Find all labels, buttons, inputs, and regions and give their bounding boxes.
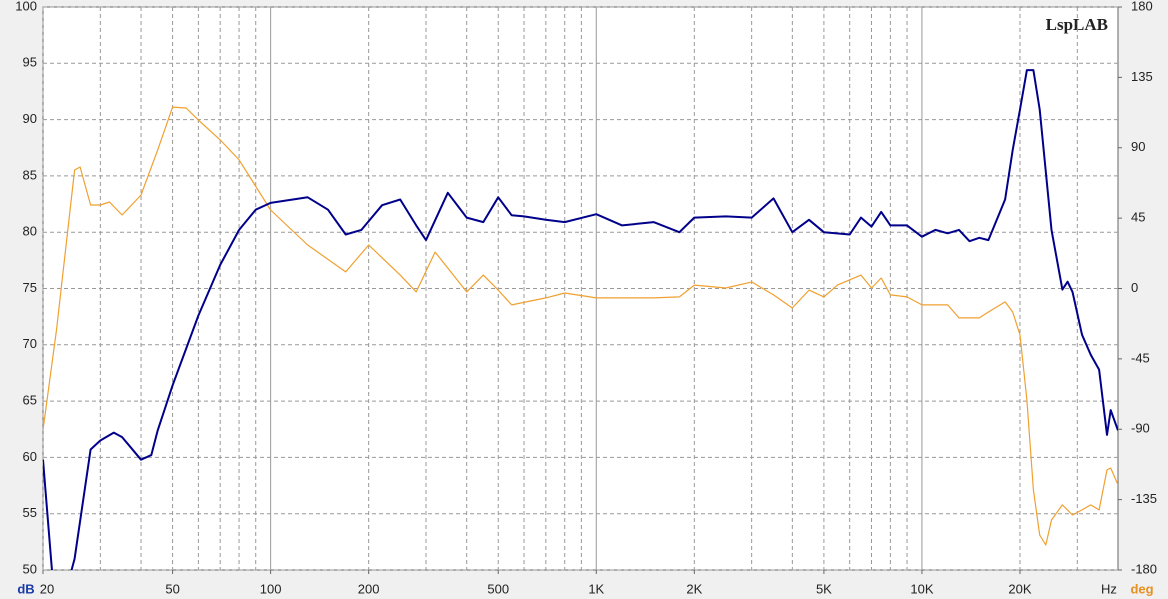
y-tick-label: 90 <box>23 111 37 126</box>
x-tick-label: 200 <box>358 581 380 596</box>
x-tick-label: 50 <box>165 581 179 596</box>
grid <box>42 6 1118 571</box>
y2-tick-label: 0 <box>1131 280 1138 295</box>
y-tick-label: 50 <box>23 561 37 576</box>
chart-title: LspLAB <box>1046 15 1108 34</box>
y-axis-label: dB <box>17 581 34 596</box>
plot-area <box>42 6 1119 571</box>
y2-axis-label: deg <box>1130 581 1153 596</box>
x-tick-label: 2K <box>686 581 702 596</box>
x-tick-label: 20K <box>1008 581 1031 596</box>
y-tick-label: 85 <box>23 167 37 182</box>
x-axis-label: Hz <box>1101 581 1117 596</box>
x-tick-label: 10K <box>910 581 933 596</box>
y2-tick-label: 90 <box>1131 139 1145 154</box>
x-tick-label: 5K <box>816 581 832 596</box>
y2-tick-label: 135 <box>1131 69 1153 84</box>
y-tick-label: 60 <box>23 449 37 464</box>
series-line <box>43 106 1118 546</box>
x-tick-label: 20 <box>40 581 54 596</box>
y-tick-label: 55 <box>23 505 37 520</box>
y-tick-label: 75 <box>23 280 37 295</box>
y-tick-label: 65 <box>23 393 37 408</box>
y-tick-label: 100 <box>15 0 37 13</box>
y2-tick-label: -45 <box>1131 350 1150 365</box>
series-line <box>43 69 1118 570</box>
x-tick-label: 100 <box>260 581 282 596</box>
y2-tick-label: -180 <box>1131 561 1157 576</box>
y2-tick-label: -135 <box>1131 491 1157 506</box>
y-tick-label: 70 <box>23 336 37 351</box>
y-tick-label: 80 <box>23 224 37 239</box>
y2-tick-label: 45 <box>1131 210 1145 225</box>
x-tick-label: 500 <box>487 581 509 596</box>
y2-tick-label: -90 <box>1131 421 1150 436</box>
y-tick-label: 95 <box>23 55 37 70</box>
x-tick-label: 1K <box>588 581 604 596</box>
y2-tick-label: 180 <box>1131 0 1153 13</box>
